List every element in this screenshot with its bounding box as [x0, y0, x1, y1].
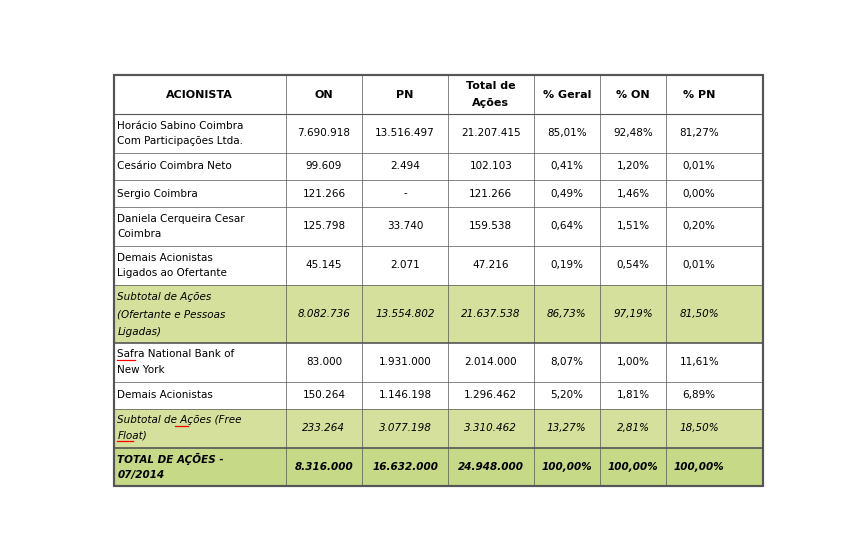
Bar	[114, 75, 763, 114]
Text: 86,73%: 86,73%	[547, 309, 587, 319]
Text: 21.207.415: 21.207.415	[461, 128, 521, 138]
Text: Daniela Cerqueira Cesar: Daniela Cerqueira Cesar	[117, 214, 245, 224]
Bar	[114, 285, 763, 343]
Text: Sergio Coimbra: Sergio Coimbra	[117, 188, 198, 198]
Text: 2.494: 2.494	[390, 161, 420, 171]
Text: 47.216: 47.216	[473, 260, 509, 270]
Text: 0,49%: 0,49%	[551, 188, 583, 198]
Text: 0,01%: 0,01%	[683, 260, 716, 270]
Text: 1.931.000: 1.931.000	[379, 357, 432, 367]
Text: 1,46%: 1,46%	[616, 188, 650, 198]
Text: 81,50%: 81,50%	[680, 309, 719, 319]
Text: 0,01%: 0,01%	[683, 161, 716, 171]
Bar	[114, 114, 763, 153]
Text: 1,51%: 1,51%	[616, 221, 650, 231]
Text: Subtotal de Ações: Subtotal de Ações	[117, 292, 212, 302]
Text: ACIONISTA: ACIONISTA	[166, 90, 233, 100]
Text: % ON: % ON	[616, 90, 650, 100]
Text: 7.690.918: 7.690.918	[298, 128, 351, 138]
Text: 8,07%: 8,07%	[551, 357, 583, 367]
Text: 2.014.000: 2.014.000	[464, 357, 517, 367]
Text: (Ofertante e Pessoas: (Ofertante e Pessoas	[117, 310, 226, 320]
Text: 11,61%: 11,61%	[680, 357, 719, 367]
Text: 5,20%: 5,20%	[551, 390, 583, 400]
Text: New York: New York	[117, 365, 165, 375]
Text: 99.609: 99.609	[306, 161, 342, 171]
Text: 97,19%: 97,19%	[613, 309, 653, 319]
Text: 85,01%: 85,01%	[547, 128, 587, 138]
Text: 13,27%: 13,27%	[547, 423, 587, 433]
Text: 18,50%: 18,50%	[680, 423, 719, 433]
Text: Ligados ao Ofertante: Ligados ao Ofertante	[117, 268, 227, 278]
Text: 16.632.000: 16.632.000	[372, 462, 438, 472]
Text: 21.637.538: 21.637.538	[461, 309, 521, 319]
Text: 0,64%: 0,64%	[551, 221, 583, 231]
Text: TOTAL DE AÇÕES -: TOTAL DE AÇÕES -	[117, 453, 224, 465]
Text: 2.071: 2.071	[390, 260, 420, 270]
Text: 07/2014: 07/2014	[117, 470, 165, 480]
Text: Demais Acionistas: Demais Acionistas	[117, 390, 214, 400]
Text: 92,48%: 92,48%	[613, 128, 653, 138]
Text: 33.740: 33.740	[386, 221, 423, 231]
Text: 1.146.198: 1.146.198	[379, 390, 432, 400]
Text: 102.103: 102.103	[469, 161, 512, 171]
Text: 233.264: 233.264	[303, 423, 345, 433]
Text: 24.948.000: 24.948.000	[457, 462, 524, 472]
Text: 3.310.462: 3.310.462	[464, 423, 517, 433]
Text: 159.538: 159.538	[469, 221, 512, 231]
Bar	[114, 343, 763, 381]
Text: 121.266: 121.266	[303, 188, 345, 198]
Text: Demais Acionistas: Demais Acionistas	[117, 252, 214, 262]
Text: % Geral: % Geral	[543, 90, 591, 100]
Bar	[114, 207, 763, 246]
Text: PN: PN	[397, 90, 414, 100]
Text: 83.000: 83.000	[306, 357, 342, 367]
Text: 0,41%: 0,41%	[551, 161, 583, 171]
Text: 45.145: 45.145	[305, 260, 342, 270]
Text: 1,81%: 1,81%	[616, 390, 650, 400]
Text: 3.077.198: 3.077.198	[379, 423, 432, 433]
Text: 100,00%: 100,00%	[674, 462, 724, 472]
Text: 81,27%: 81,27%	[680, 128, 719, 138]
Text: 0,54%: 0,54%	[616, 260, 650, 270]
Text: 1.296.462: 1.296.462	[464, 390, 517, 400]
Text: 0,19%: 0,19%	[551, 260, 583, 270]
Text: 100,00%: 100,00%	[608, 462, 658, 472]
Text: Com Participações Ltda.: Com Participações Ltda.	[117, 136, 244, 146]
Bar	[114, 153, 763, 180]
Text: 100,00%: 100,00%	[541, 462, 592, 472]
Text: 150.264: 150.264	[303, 390, 345, 400]
Text: 1,20%: 1,20%	[616, 161, 650, 171]
Bar	[114, 381, 763, 409]
Text: 125.798: 125.798	[303, 221, 345, 231]
Text: Subtotal de Ações (Free: Subtotal de Ações (Free	[117, 415, 242, 425]
Bar	[114, 180, 763, 207]
Text: -: -	[404, 188, 407, 198]
Text: Ligadas): Ligadas)	[117, 327, 162, 337]
Bar	[114, 448, 763, 486]
Bar	[114, 409, 763, 448]
Text: Ações: Ações	[472, 98, 510, 108]
Text: 1,00%: 1,00%	[616, 357, 650, 367]
Text: 8.316.000: 8.316.000	[294, 462, 353, 472]
Text: 2,81%: 2,81%	[616, 423, 650, 433]
Text: 0,00%: 0,00%	[683, 188, 716, 198]
Text: Cesário Coimbra Neto: Cesário Coimbra Neto	[117, 161, 233, 171]
Text: Coimbra: Coimbra	[117, 229, 162, 239]
Text: Float): Float)	[117, 431, 147, 441]
Text: ON: ON	[315, 90, 333, 100]
Text: 121.266: 121.266	[469, 188, 512, 198]
Text: 0,20%: 0,20%	[683, 221, 716, 231]
Text: 13.554.802: 13.554.802	[375, 309, 435, 319]
Text: 13.516.497: 13.516.497	[375, 128, 435, 138]
Text: Safra National Bank of: Safra National Bank of	[117, 350, 235, 359]
Text: 8.082.736: 8.082.736	[298, 309, 351, 319]
Text: % PN: % PN	[683, 90, 716, 100]
Text: 6,89%: 6,89%	[682, 390, 716, 400]
Text: Total de: Total de	[466, 81, 516, 91]
Text: Horácio Sabino Coimbra: Horácio Sabino Coimbra	[117, 121, 244, 131]
Bar	[114, 246, 763, 285]
